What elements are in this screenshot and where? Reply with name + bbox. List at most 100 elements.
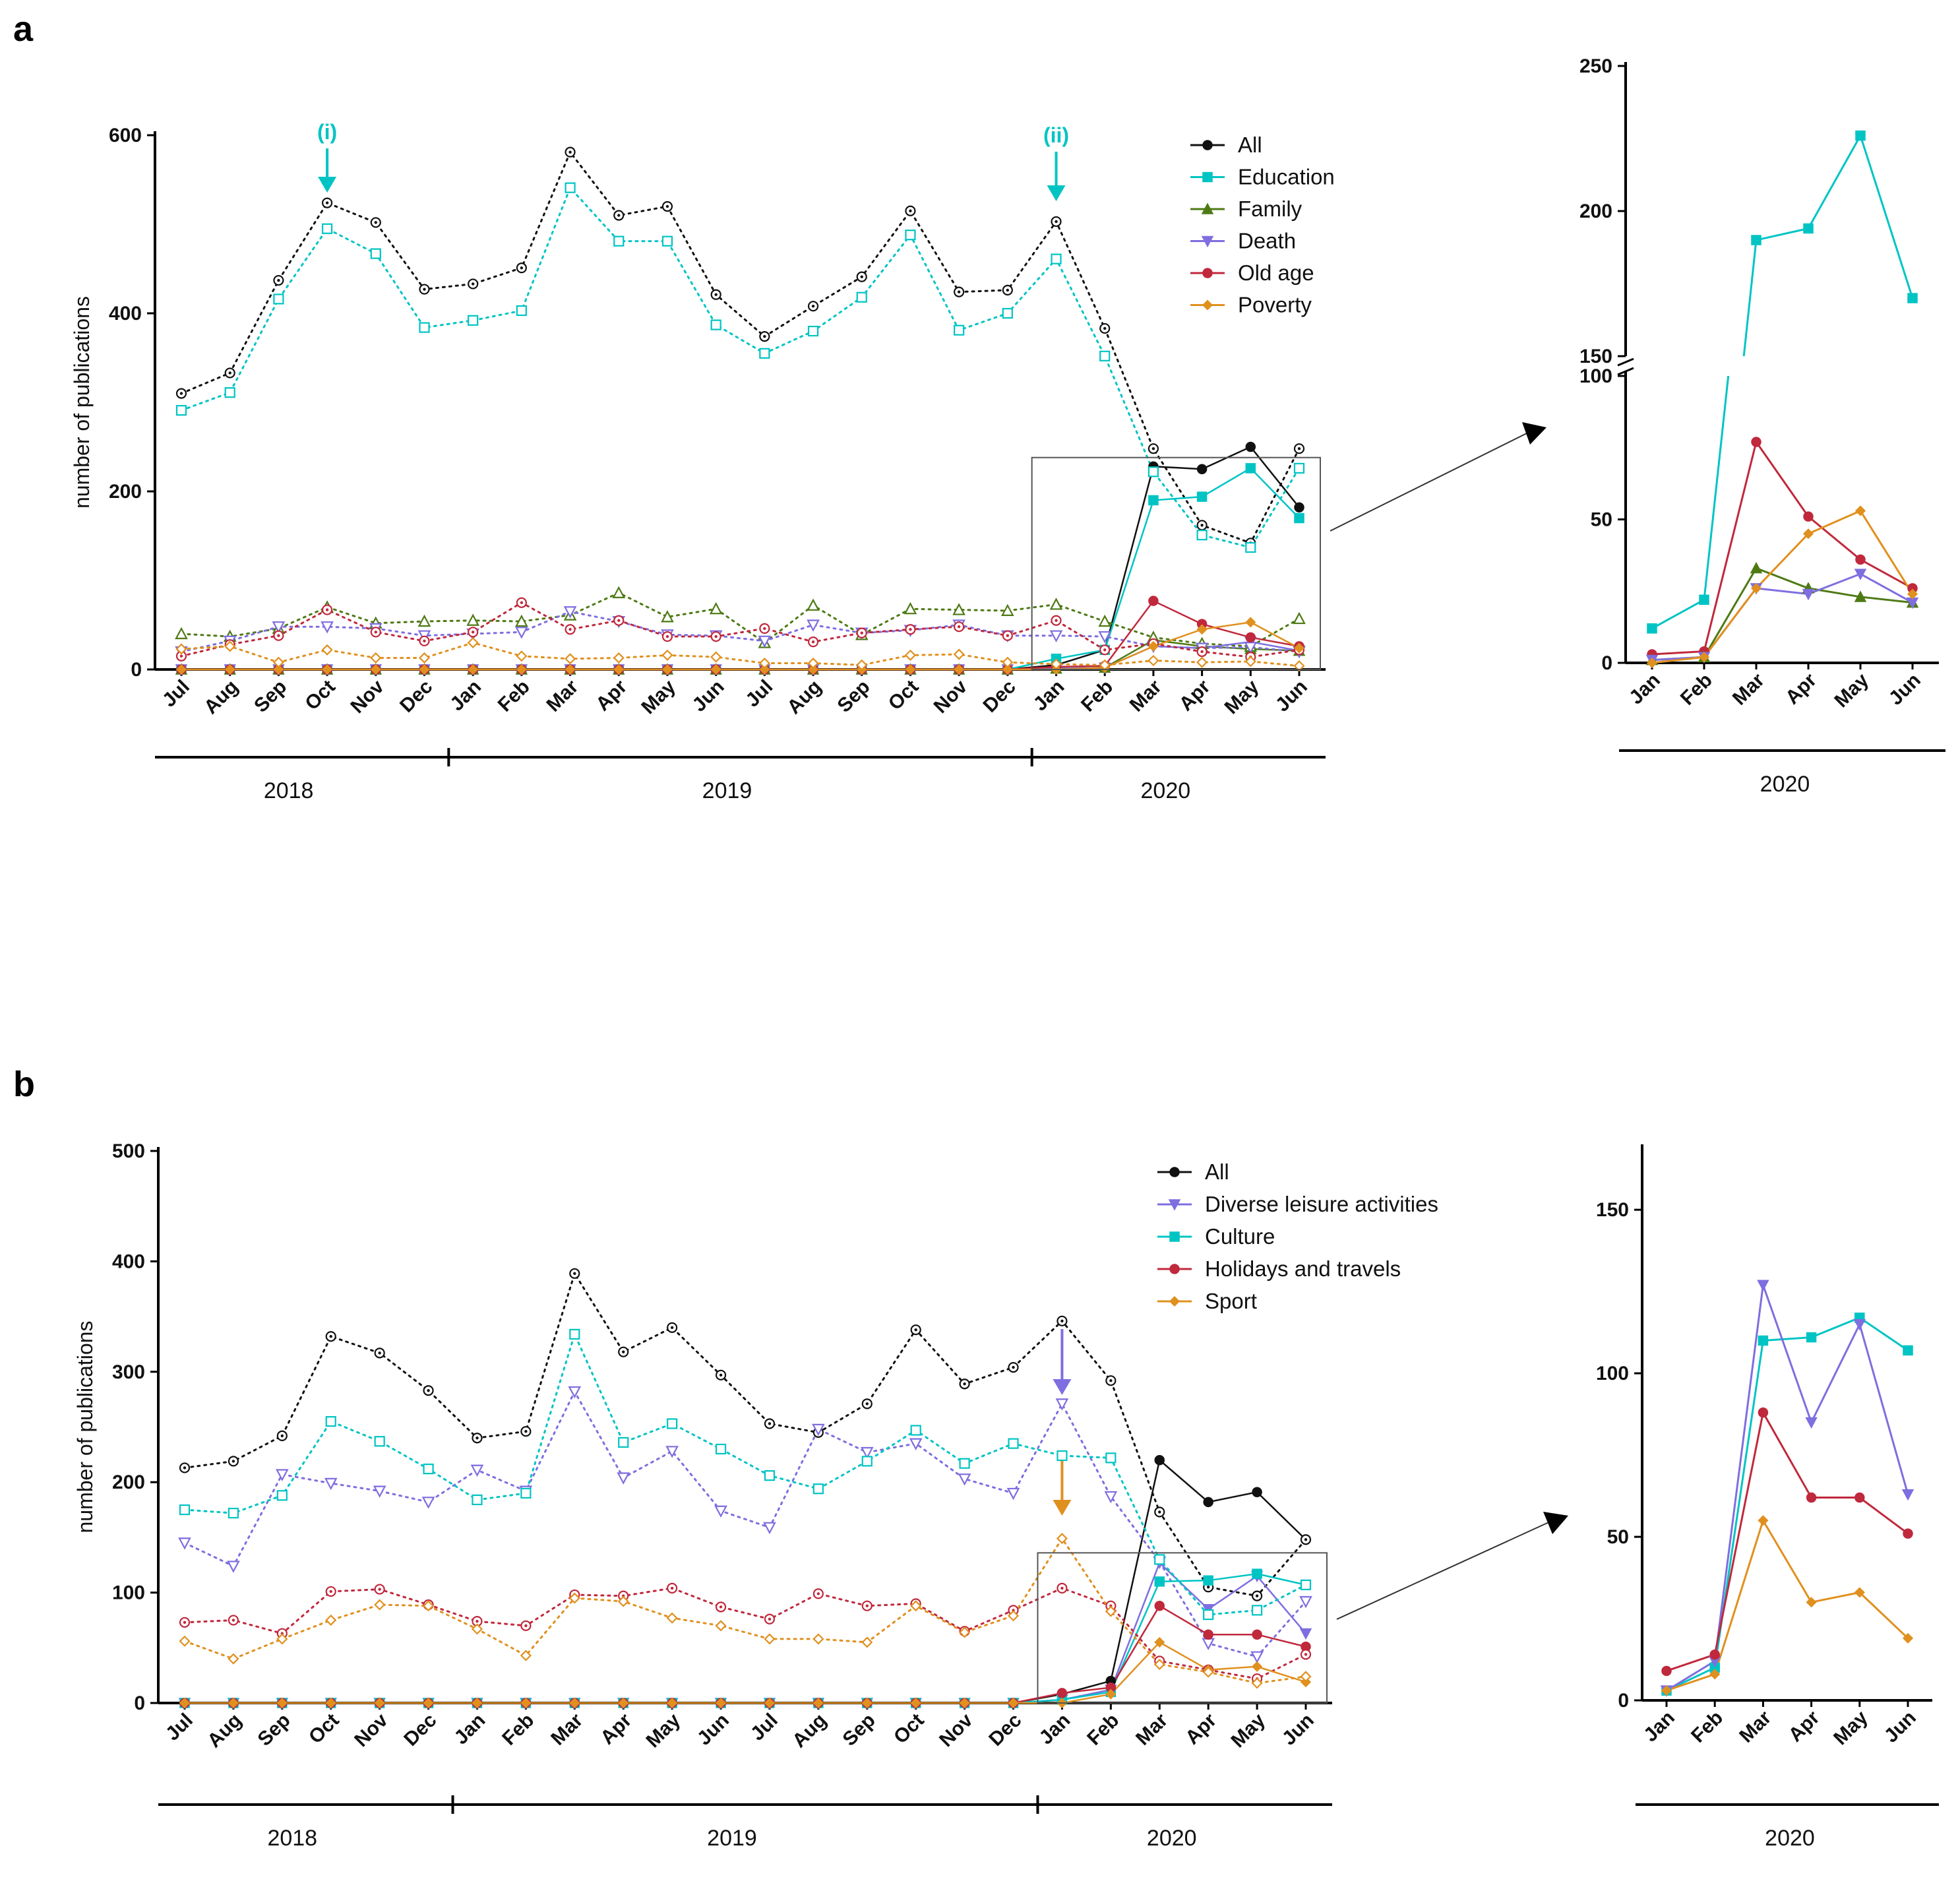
inset-point-poverty bbox=[1698, 652, 1710, 663]
point-diverse-leisure-activities-dotted bbox=[909, 1438, 923, 1450]
point-death-dotted bbox=[272, 621, 286, 634]
inset-x-tick-label: Jun bbox=[1880, 1707, 1920, 1747]
x-tick-label: Mar bbox=[547, 1709, 587, 1749]
point-poverty-solid bbox=[613, 664, 625, 675]
panel-b-label: b bbox=[13, 1065, 35, 1104]
point-holidays-and-travels-dotted-core bbox=[524, 1624, 528, 1628]
legend-label-sport: Sport bbox=[1205, 1289, 1257, 1313]
y-tick-label: 0 bbox=[131, 659, 142, 681]
point-family-dotted bbox=[661, 610, 674, 623]
x-tick-label: Jul bbox=[747, 1710, 782, 1745]
point-family-dotted bbox=[175, 627, 188, 640]
point-old-age-dotted-core bbox=[423, 639, 426, 642]
point-education-dotted bbox=[175, 405, 187, 416]
point-sport-solid bbox=[1252, 1661, 1263, 1672]
inset-y-tick-label: 250 bbox=[1579, 55, 1612, 77]
inset-point-poverty bbox=[1854, 505, 1866, 516]
point-all-dotted-core bbox=[665, 204, 669, 208]
point-diverse-leisure-activities-dotted bbox=[470, 1464, 484, 1477]
point-poverty-dotted bbox=[613, 652, 625, 664]
point-all-dotted-core bbox=[573, 1272, 576, 1276]
y-tick-label: 600 bbox=[109, 125, 142, 146]
legend-marker-holidays-and-travels bbox=[1169, 1264, 1180, 1274]
inset-y-tick-label: 0 bbox=[1618, 1690, 1629, 1712]
zoom-box bbox=[1031, 456, 1322, 670]
point-poverty-dotted bbox=[661, 649, 673, 661]
point-all-dotted-core bbox=[1109, 1378, 1113, 1382]
x-tick-label: Nov bbox=[935, 1709, 977, 1751]
point-culture-dotted bbox=[1203, 1609, 1214, 1621]
inset-point-diverse-leisure-activities bbox=[1901, 1489, 1914, 1501]
x-tick-label: Jan bbox=[1035, 1710, 1074, 1749]
point-all-dotted-core bbox=[471, 282, 475, 286]
point-old-age-dotted-core bbox=[1200, 650, 1204, 654]
inset-point-old-age bbox=[1751, 437, 1761, 447]
point-death-dotted bbox=[1049, 630, 1063, 643]
inset-y-tick-label: 150 bbox=[1579, 346, 1612, 367]
inset-point-education bbox=[1907, 293, 1918, 303]
point-old-age-solid bbox=[1245, 632, 1256, 643]
point-all-dotted-core bbox=[329, 1335, 332, 1338]
inset-point-family bbox=[1750, 561, 1763, 574]
inset-point-poverty bbox=[1750, 582, 1762, 594]
x-tick-label: Sep bbox=[833, 676, 874, 717]
point-all-solid bbox=[1196, 464, 1208, 474]
point-culture-dotted bbox=[276, 1490, 288, 1501]
point-all-dotted-core bbox=[423, 288, 426, 291]
inset-year-label: 2020 bbox=[1760, 772, 1810, 797]
point-sport-dotted bbox=[764, 1633, 776, 1645]
inset-series-education-line bbox=[1742, 133, 1914, 357]
point-poverty-dotted bbox=[418, 652, 431, 664]
point-all-dotted-core bbox=[374, 221, 377, 224]
point-all-dotted-core bbox=[520, 266, 524, 270]
inset-point-diverse-leisure-activities bbox=[1805, 1417, 1818, 1429]
point-poverty-solid bbox=[565, 664, 576, 675]
y-tick-label: 0 bbox=[134, 1692, 145, 1714]
legend-marker-culture bbox=[1169, 1231, 1180, 1242]
x-tick-label: Sep bbox=[250, 676, 291, 717]
zoom-connector-arrowhead bbox=[1522, 422, 1547, 445]
x-tick-label: Oct bbox=[301, 676, 340, 715]
point-all-dotted-core bbox=[860, 275, 863, 278]
inset-point-holidays-and-travels bbox=[1903, 1528, 1913, 1539]
point-diverse-leisure-activities-dotted bbox=[324, 1477, 338, 1491]
point-holidays-and-travels-solid bbox=[1154, 1600, 1165, 1611]
inset-series-poverty-line bbox=[1651, 509, 1914, 664]
point-death-dotted bbox=[807, 619, 820, 632]
legend-label-culture: Culture bbox=[1205, 1224, 1275, 1249]
point-old-age-dotted-core bbox=[860, 631, 863, 635]
x-tick-label: May bbox=[1227, 1709, 1270, 1752]
point-family-dotted bbox=[612, 586, 626, 599]
point-sport-solid bbox=[618, 1697, 629, 1709]
series-holidays-and-travels-dotted-line bbox=[183, 1587, 1307, 1680]
inset-x-tick-label: Jun bbox=[1885, 669, 1925, 710]
point-education-dotted bbox=[321, 223, 333, 234]
point-culture-solid bbox=[1252, 1568, 1262, 1579]
legend-marker-sport bbox=[1169, 1295, 1180, 1307]
point-poverty-dotted bbox=[1293, 660, 1305, 672]
point-diverse-leisure-activities-dotted bbox=[1104, 1491, 1118, 1504]
inset-series-sport-line bbox=[1666, 1518, 1909, 1692]
inset-point-death bbox=[1854, 569, 1867, 580]
point-sport-dotted bbox=[1202, 1666, 1214, 1678]
point-poverty-dotted bbox=[1196, 656, 1208, 668]
x-tick-label: Feb bbox=[494, 676, 534, 716]
point-poverty-dotted bbox=[565, 653, 576, 665]
annotation-label: (i) bbox=[317, 120, 337, 144]
x-tick-label: Jul bbox=[741, 676, 777, 712]
inset-series-education-line bbox=[1651, 375, 1730, 630]
point-culture-dotted bbox=[1154, 1554, 1165, 1565]
point-sport-dotted bbox=[228, 1653, 239, 1665]
point-old-age-dotted-core bbox=[277, 634, 280, 637]
point-all-dotted-core bbox=[524, 1429, 528, 1433]
point-culture-dotted bbox=[179, 1504, 191, 1516]
inset-point-death bbox=[1802, 588, 1815, 601]
x-tick-label: Nov bbox=[350, 1709, 392, 1751]
point-holidays-and-travels-dotted-core bbox=[670, 1586, 674, 1590]
x-tick-label: Feb bbox=[498, 1710, 538, 1750]
point-sport-solid bbox=[276, 1697, 288, 1709]
inset-x-tick-label: Mar bbox=[1729, 669, 1769, 709]
point-culture-dotted bbox=[1105, 1452, 1117, 1464]
inset-point-culture bbox=[1806, 1332, 1817, 1343]
inset-series-old-age-line bbox=[1651, 439, 1913, 656]
